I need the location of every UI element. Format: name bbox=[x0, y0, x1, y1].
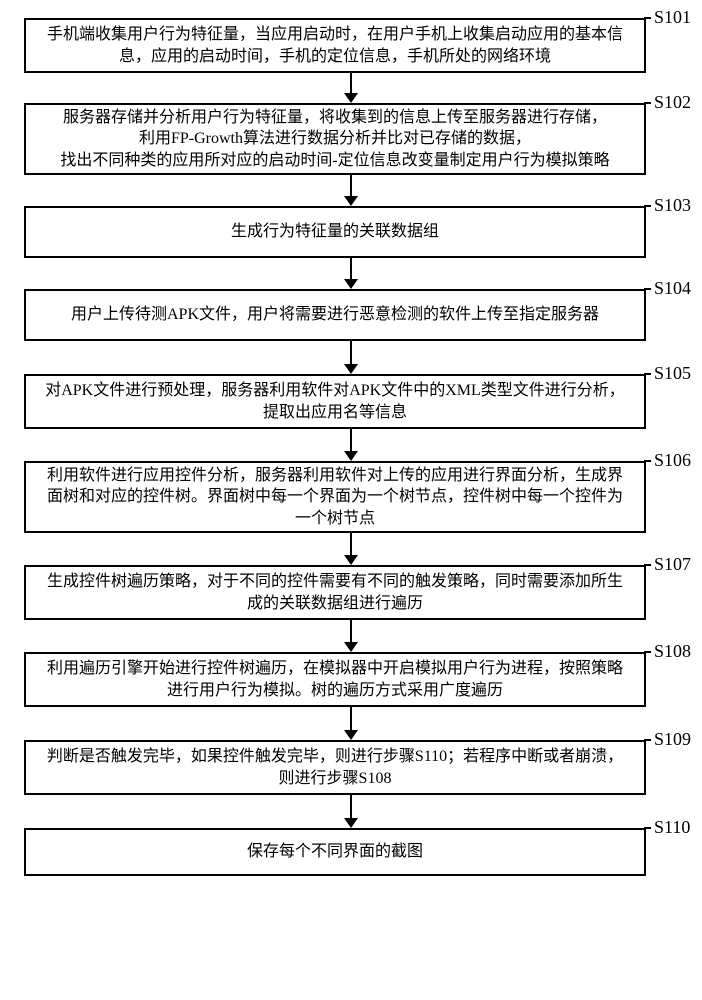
label-connector-h bbox=[644, 564, 651, 566]
step-s103: 生成行为特征量的关联数据组 bbox=[24, 206, 646, 258]
step-label-s101: S101 bbox=[654, 7, 691, 28]
label-connector-h bbox=[644, 102, 651, 104]
flow-arrow bbox=[344, 795, 358, 828]
step-text: 生成控件树遍历策略，对于不同的控件需要有不同的触发策略，同时需要添加所生 成的关… bbox=[47, 571, 623, 614]
step-label-s107: S107 bbox=[654, 554, 691, 575]
step-text: 保存每个不同界面的截图 bbox=[247, 841, 423, 863]
step-label-s109: S109 bbox=[654, 729, 691, 750]
step-s109: 判断是否触发完毕，如果控件触发完毕，则进行步骤S110；若程序中断或者崩溃， 则… bbox=[24, 740, 646, 795]
label-connector-h bbox=[644, 651, 651, 653]
step-text: 判断是否触发完毕，如果控件触发完毕，则进行步骤S110；若程序中断或者崩溃， 则… bbox=[47, 746, 623, 789]
flow-arrow bbox=[344, 707, 358, 740]
step-s108: 利用遍历引擎开始进行控件树遍历，在模拟器中开启模拟用户行为进程，按照策略 进行用… bbox=[24, 652, 646, 707]
flow-arrow bbox=[344, 73, 358, 103]
step-label-s106: S106 bbox=[654, 450, 691, 471]
step-label-s108: S108 bbox=[654, 641, 691, 662]
flow-arrow bbox=[344, 341, 358, 374]
flow-arrow bbox=[344, 175, 358, 206]
step-text: 服务器存储并分析用户行为特征量，将收集到的信息上传至服务器进行存储， 利用FP-… bbox=[60, 107, 609, 172]
step-s102: 服务器存储并分析用户行为特征量，将收集到的信息上传至服务器进行存储， 利用FP-… bbox=[24, 103, 646, 175]
label-connector-h bbox=[644, 460, 651, 462]
label-connector-h bbox=[644, 827, 651, 829]
step-label-s110: S110 bbox=[654, 817, 690, 838]
label-connector-h bbox=[644, 205, 651, 207]
flow-arrow bbox=[344, 258, 358, 289]
step-s104: 用户上传待测APK文件，用户将需要进行恶意检测的软件上传至指定服务器 bbox=[24, 289, 646, 341]
flow-arrow bbox=[344, 533, 358, 565]
step-text: 利用遍历引擎开始进行控件树遍历，在模拟器中开启模拟用户行为进程，按照策略 进行用… bbox=[47, 658, 623, 701]
step-s107: 生成控件树遍历策略，对于不同的控件需要有不同的触发策略，同时需要添加所生 成的关… bbox=[24, 565, 646, 620]
step-s110: 保存每个不同界面的截图 bbox=[24, 828, 646, 876]
label-connector-h bbox=[644, 17, 651, 19]
label-connector-h bbox=[644, 288, 651, 290]
step-s106: 利用软件进行应用控件分析，服务器利用软件对上传的应用进行界面分析，生成界 面树和… bbox=[24, 461, 646, 533]
step-text: 用户上传待测APK文件，用户将需要进行恶意检测的软件上传至指定服务器 bbox=[71, 304, 599, 326]
step-text: 利用软件进行应用控件分析，服务器利用软件对上传的应用进行界面分析，生成界 面树和… bbox=[47, 465, 623, 530]
label-connector-h bbox=[644, 373, 651, 375]
step-text: 生成行为特征量的关联数据组 bbox=[231, 221, 439, 243]
step-s105: 对APK文件进行预处理，服务器利用软件对APK文件中的XML类型文件进行分析， … bbox=[24, 374, 646, 429]
label-connector-h bbox=[644, 739, 651, 741]
flow-arrow bbox=[344, 429, 358, 461]
step-label-s105: S105 bbox=[654, 363, 691, 384]
step-label-s103: S103 bbox=[654, 195, 691, 216]
step-text: 手机端收集用户行为特征量，当应用启动时，在用户手机上收集启动应用的基本信 息，应… bbox=[47, 24, 623, 67]
step-text: 对APK文件进行预处理，服务器利用软件对APK文件中的XML类型文件进行分析， … bbox=[45, 380, 625, 423]
step-label-s102: S102 bbox=[654, 92, 691, 113]
flow-arrow bbox=[344, 620, 358, 652]
step-s101: 手机端收集用户行为特征量，当应用启动时，在用户手机上收集启动应用的基本信 息，应… bbox=[24, 18, 646, 73]
step-label-s104: S104 bbox=[654, 278, 691, 299]
